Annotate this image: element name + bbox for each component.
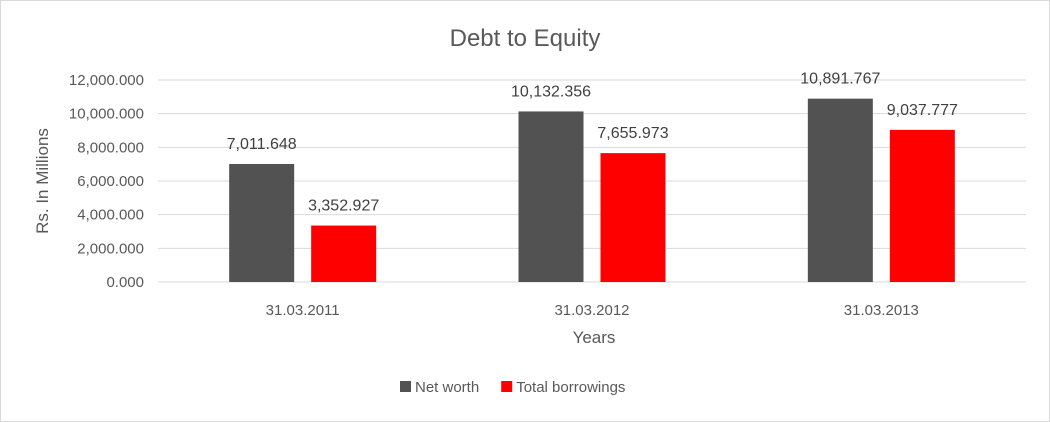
legend-swatch <box>400 381 411 392</box>
bar-net-worth <box>518 111 584 282</box>
data-label: 10,891.767 <box>800 71 880 88</box>
x-tick-label: 31.03.2012 <box>554 302 629 319</box>
y-tick-label: 0.000 <box>106 274 144 291</box>
y-tick-labels: 0.000 2,000.000 4,000.000 6,000.000 8,000.00… <box>69 72 144 291</box>
x-axis-label: Years <box>573 328 616 347</box>
legend: Net worth Total borrowings <box>400 379 625 396</box>
y-tick-label: 8,000.000 <box>77 139 144 156</box>
chart-title: Debt to Equity <box>450 25 601 52</box>
legend-swatch <box>501 381 513 392</box>
legend-entry: Total borrowings <box>516 379 625 396</box>
data-label: 10,132.356 <box>511 83 591 100</box>
gridlines <box>158 79 1026 283</box>
data-label: 9,037.777 <box>887 102 958 119</box>
bar-total-borrowings <box>889 129 955 282</box>
y-tick-label: 2,000.000 <box>77 240 144 257</box>
bar-total-borrowings <box>311 225 377 282</box>
bar-total-borrowings <box>600 153 666 282</box>
bar-net-worth <box>229 163 295 282</box>
y-axis-label: Rs. In Millions <box>33 128 52 234</box>
y-tick-label: 12,000.000 <box>69 72 144 89</box>
y-tick-label: 6,000.000 <box>77 173 144 190</box>
data-label: 3,352.927 <box>308 198 379 215</box>
y-tick-label: 4,000.000 <box>77 207 144 224</box>
legend-entry: Net worth <box>415 379 479 396</box>
data-label: 7,011.648 <box>227 136 297 153</box>
x-tick-labels: 31.03.2011 31.03.2012 31.03.2013 <box>266 302 919 319</box>
data-label: 7,655.973 <box>597 125 668 142</box>
bars <box>229 98 955 282</box>
y-tick-label: 10,000.000 <box>69 106 144 123</box>
bar-net-worth <box>807 98 873 282</box>
x-tick-label: 31.03.2011 <box>266 302 340 319</box>
x-tick-label: 31.03.2013 <box>844 302 919 319</box>
data-labels: 7,011.648 3,352.927 10,132.356 7,655.973 10,… <box>227 71 958 215</box>
